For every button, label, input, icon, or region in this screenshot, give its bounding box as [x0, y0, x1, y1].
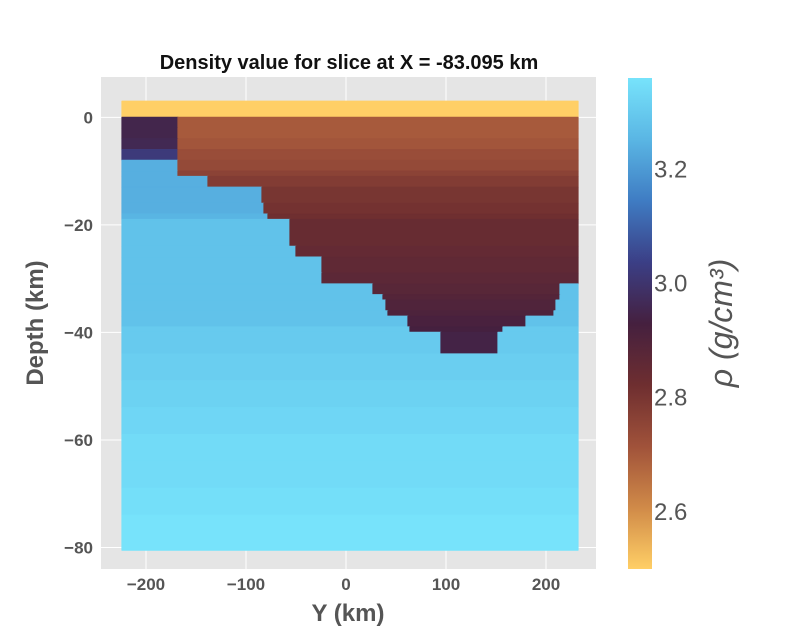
density-layer: [121, 170, 179, 178]
density-layer: [121, 100, 579, 118]
y-tick-label: −80: [64, 538, 93, 557]
density-layers: [121, 100, 579, 551]
density-layer: [121, 186, 263, 204]
colorbar-ticks: 2.6 2.8 3.0 3.2: [654, 156, 687, 526]
density-layer: [295, 245, 579, 258]
density-layer: [372, 283, 561, 296]
x-tick-label: 200: [532, 575, 560, 594]
density-layer: [121, 245, 297, 258]
density-layer: [409, 326, 504, 334]
density-layer: [121, 380, 579, 409]
y-tick-label: −40: [64, 323, 93, 342]
density-layer: [121, 138, 179, 151]
y-axis-label: Depth (km): [22, 260, 49, 385]
density-layer: [321, 272, 579, 285]
density-layer: [385, 299, 557, 312]
density-layer: [559, 283, 579, 296]
density-layer: [121, 299, 387, 312]
colorbar-tick-label: 3.0: [654, 271, 687, 298]
plot-area: [101, 77, 596, 569]
density-layer: [177, 127, 579, 140]
density-layer: [207, 175, 579, 188]
density-layer: [497, 331, 579, 355]
density-layer: [177, 116, 579, 129]
x-tick-label: −200: [127, 575, 165, 594]
density-layer: [440, 331, 499, 355]
x-axis-ticks: −200 −100 0 100 200: [127, 575, 560, 594]
x-tick-label: −100: [227, 575, 265, 594]
density-layer: [121, 148, 179, 161]
y-tick-label: −20: [64, 216, 93, 235]
y-tick-label: 0: [84, 108, 93, 127]
colorbar-gradient: [628, 78, 652, 569]
colorbar-tick-label: 2.6: [654, 499, 687, 526]
density-layer: [121, 202, 265, 215]
colorbar-label: ρ (g/cm³): [703, 259, 739, 389]
density-layer: [502, 326, 579, 334]
density-layer: [121, 218, 291, 247]
x-tick-label: 100: [432, 575, 460, 594]
x-tick-label: 0: [341, 575, 350, 594]
density-layer: [263, 202, 579, 215]
density-layer: [121, 487, 579, 516]
density-layer: [177, 138, 579, 151]
density-layer: [177, 148, 579, 161]
density-layer: [177, 159, 579, 172]
density-layer: [121, 213, 269, 221]
density-layer: [387, 310, 555, 317]
density-layer: [121, 175, 209, 188]
density-layer: [121, 294, 384, 301]
x-axis-label: Y (km): [312, 600, 385, 627]
density-layer: [121, 256, 323, 274]
chart-title: Density value for slice at X = -83.095 k…: [160, 52, 539, 74]
density-layer: [121, 433, 579, 463]
density-layer: [555, 299, 579, 312]
density-layer: [407, 315, 527, 328]
density-layer: [177, 170, 579, 178]
y-axis-ticks: 0 −20 −40 −60 −80: [64, 108, 93, 557]
density-layer: [121, 460, 579, 489]
colorbar-tick-label: 2.8: [654, 385, 687, 412]
density-layer: [121, 326, 411, 334]
density-layer: [261, 186, 579, 204]
density-layer: [121, 407, 579, 436]
density-layer: [525, 315, 579, 328]
density-layer: [289, 218, 579, 247]
colorbar: 2.6 2.8 3.0 3.2 ρ (g/cm³): [628, 78, 739, 569]
density-layer: [121, 353, 579, 382]
density-layer: [382, 294, 561, 301]
density-layer: [553, 310, 579, 317]
density-layer: [121, 116, 179, 129]
density-layer: [121, 127, 179, 140]
density-layer: [121, 331, 442, 355]
y-tick-label: −60: [64, 431, 93, 450]
density-layer: [121, 310, 389, 317]
density-layer: [267, 213, 579, 221]
density-layer: [121, 514, 579, 551]
density-layer: [559, 294, 579, 301]
density-layer: [121, 315, 409, 328]
density-layer: [121, 272, 323, 285]
density-layer: [121, 283, 374, 296]
density-layer: [321, 256, 579, 274]
density-layer: [121, 159, 179, 172]
colorbar-tick-label: 3.2: [654, 156, 687, 183]
